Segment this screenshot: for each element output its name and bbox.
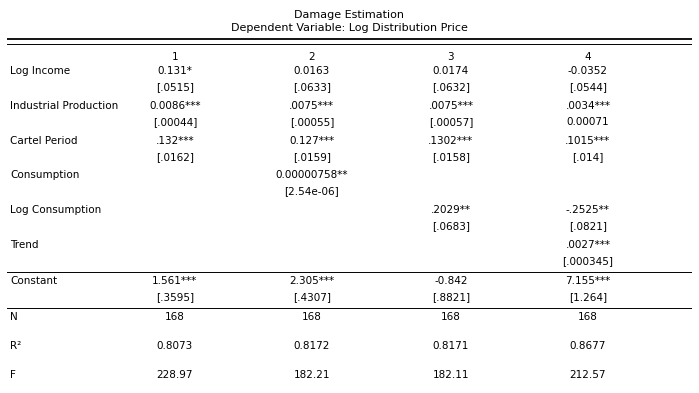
Text: [1.264]: [1.264]	[569, 292, 607, 302]
Text: Log Income: Log Income	[10, 66, 71, 76]
Text: [.0162]: [.0162]	[156, 152, 194, 162]
Text: 182.11: 182.11	[433, 370, 469, 380]
Text: [.00055]: [.00055]	[289, 117, 334, 127]
Text: 168: 168	[165, 312, 185, 322]
Text: Damage Estimation: Damage Estimation	[294, 10, 405, 20]
Text: [2.54e-06]: [2.54e-06]	[284, 187, 339, 196]
Text: 3: 3	[447, 52, 454, 62]
Text: .0075***: .0075***	[428, 101, 473, 111]
Text: Cartel Period: Cartel Period	[10, 136, 78, 146]
Text: [.0632]: [.0632]	[432, 83, 470, 92]
Text: 228.97: 228.97	[157, 370, 193, 380]
Text: .1302***: .1302***	[428, 136, 473, 146]
Text: Constant: Constant	[10, 276, 57, 286]
Text: .0075***: .0075***	[289, 101, 334, 111]
Text: N: N	[10, 312, 18, 322]
Text: .0027***: .0027***	[565, 240, 610, 250]
Text: 1: 1	[171, 52, 178, 62]
Text: Dependent Variable: Log Distribution Price: Dependent Variable: Log Distribution Pri…	[231, 23, 468, 33]
Text: 2.305***: 2.305***	[289, 276, 334, 286]
Text: .1015***: .1015***	[565, 136, 610, 146]
Text: [.0633]: [.0633]	[293, 83, 331, 92]
Text: [.4307]: [.4307]	[293, 292, 331, 302]
Text: [.0158]: [.0158]	[432, 152, 470, 162]
Text: 0.8172: 0.8172	[294, 341, 330, 351]
Text: [.00057]: [.00057]	[428, 117, 473, 127]
Text: .132***: .132***	[155, 136, 194, 146]
Text: 7.155***: 7.155***	[565, 276, 610, 286]
Text: Industrial Production: Industrial Production	[10, 101, 119, 111]
Text: Trend: Trend	[10, 240, 39, 250]
Text: F: F	[10, 370, 16, 380]
Text: 0.127***: 0.127***	[289, 136, 334, 146]
Text: R²: R²	[10, 341, 22, 351]
Text: .2029**: .2029**	[431, 205, 471, 215]
Text: 2: 2	[308, 52, 315, 62]
Text: 0.0174: 0.0174	[433, 66, 469, 76]
Text: 168: 168	[441, 312, 461, 322]
Text: Consumption: Consumption	[10, 170, 80, 180]
Text: [.3595]: [.3595]	[156, 292, 194, 302]
Text: [.8821]: [.8821]	[432, 292, 470, 302]
Text: 0.8171: 0.8171	[433, 341, 469, 351]
Text: -.2525**: -.2525**	[566, 205, 610, 215]
Text: [.0159]: [.0159]	[293, 152, 331, 162]
Text: .0034***: .0034***	[565, 101, 610, 111]
Text: 182.21: 182.21	[294, 370, 330, 380]
Text: 0.0163: 0.0163	[294, 66, 330, 76]
Text: 4: 4	[584, 52, 591, 62]
Text: [.0544]: [.0544]	[569, 83, 607, 92]
Text: [.0515]: [.0515]	[156, 83, 194, 92]
Text: 0.00071: 0.00071	[567, 117, 610, 127]
Text: [.000345]: [.000345]	[563, 256, 614, 266]
Text: 0.00000758**: 0.00000758**	[275, 170, 348, 180]
Text: 1.561***: 1.561***	[152, 276, 197, 286]
Text: [.00044]: [.00044]	[152, 117, 197, 127]
Text: [.0821]: [.0821]	[569, 221, 607, 231]
Text: Log Consumption: Log Consumption	[10, 205, 101, 215]
Text: 0.8677: 0.8677	[570, 341, 606, 351]
Text: -0.0352: -0.0352	[568, 66, 608, 76]
Text: 0.8073: 0.8073	[157, 341, 193, 351]
Text: -0.842: -0.842	[434, 276, 468, 286]
Text: 0.131*: 0.131*	[157, 66, 192, 76]
Text: [.0683]: [.0683]	[432, 221, 470, 231]
Text: 212.57: 212.57	[570, 370, 606, 380]
Text: 168: 168	[578, 312, 598, 322]
Text: [.014]: [.014]	[572, 152, 603, 162]
Text: 168: 168	[302, 312, 322, 322]
Text: 0.0086***: 0.0086***	[149, 101, 201, 111]
